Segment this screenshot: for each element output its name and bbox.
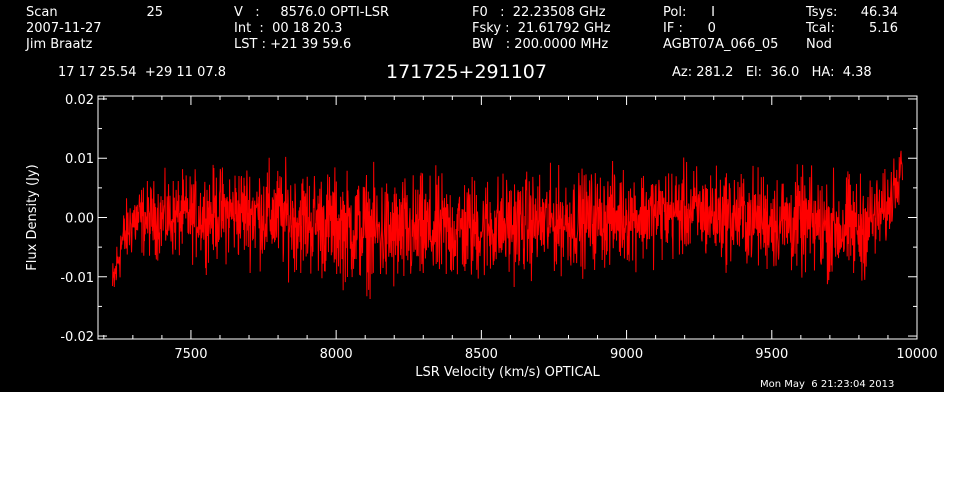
sky-frequency: Fsky : 21.61792 GHz (472, 21, 611, 36)
velocity-info: V : 8576.0 OPTI-LSR (234, 5, 390, 20)
lst-info: LST : +21 39 59.6 (234, 37, 352, 52)
if-number: IF : 0 (663, 21, 716, 36)
scan-label: Scan (26, 5, 58, 20)
x-tick-label: 10000 (896, 347, 937, 362)
x-tick-label: 8000 (320, 347, 353, 362)
y-tick-label: 0.01 (65, 152, 94, 167)
x-tick-label: 7500 (174, 347, 207, 362)
x-tick-label: 8500 (465, 347, 498, 362)
source-coordinates: 17 17 25.54 +29 11 07.8 (58, 65, 227, 80)
observation-date: 2007-11-27 (26, 21, 102, 36)
x-tick-label: 9500 (755, 347, 788, 362)
y-tick-label: -0.02 (60, 330, 94, 345)
tsys-label: Tsys: (806, 5, 838, 20)
bandwidth: BW : 200.0000 MHz (472, 37, 609, 52)
tcal-label: Tcal: (806, 21, 835, 36)
observing-mode: Nod (806, 37, 832, 52)
tsys-value: 46.34 (860, 5, 898, 20)
project-id: AGBT07A_066_05 (663, 37, 779, 52)
y-axis: -0.02 -0.01 0.00 0.01 0.02 (60, 93, 917, 345)
spectrum-line (112, 150, 903, 300)
y-tick-label: -0.01 (60, 271, 94, 286)
az-el-ha: Az: 281.2 El: 36.0 HA: 4.38 (672, 65, 872, 80)
observer-name: Jim Braatz (26, 37, 93, 52)
spectrum-trace (112, 150, 903, 300)
y-tick-label: 0.02 (65, 93, 94, 108)
polarization: Pol: I (663, 5, 715, 20)
y-axis-label: Flux Density (Jy) (25, 164, 40, 270)
x-tick-label: 9000 (610, 347, 643, 362)
rest-frequency: F0 : 22.23508 GHz (472, 5, 606, 20)
spectrum-chart: 7500 8000 8500 9000 9500 10000 -0.02 -0.01 0.00… (25, 93, 938, 380)
x-axis-label: LSR Velocity (km/s) OPTICAL (415, 365, 600, 380)
y-tick-label: 0.00 (65, 212, 94, 227)
integration-time: Int : 00 18 20.3 (234, 21, 343, 36)
plot-timestamp: Mon May 6 21:23:04 2013 (760, 379, 895, 390)
tcal-value: 5.16 (869, 21, 898, 36)
source-name: 171725+291107 (386, 61, 547, 83)
x-axis: 7500 8000 8500 9000 9500 10000 (103, 96, 938, 362)
scan-number: 25 (146, 5, 163, 20)
